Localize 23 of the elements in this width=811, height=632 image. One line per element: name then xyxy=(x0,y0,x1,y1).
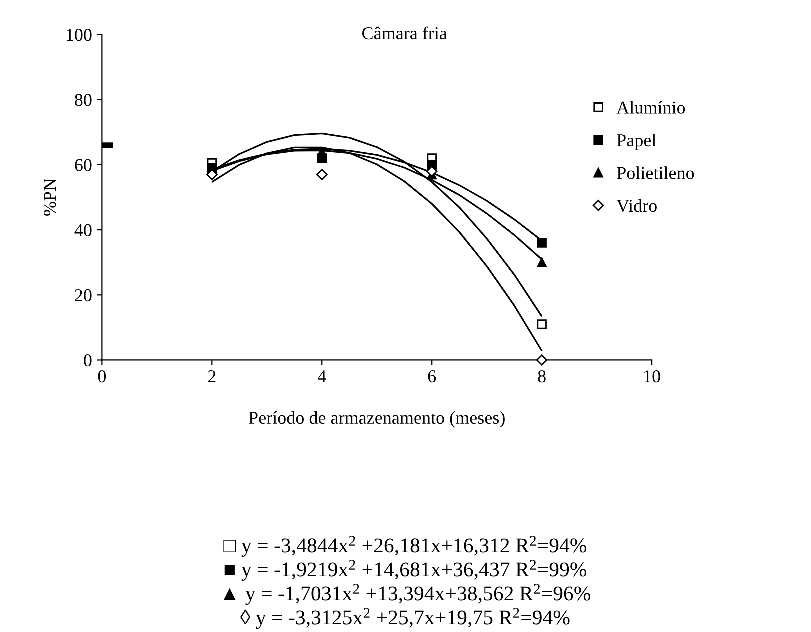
x-axis-title: Período de armazenamento (meses) xyxy=(249,411,505,428)
x-tick-label: 10 xyxy=(644,370,660,383)
y-tick-label: 100 xyxy=(66,29,92,42)
legend-label: Papel xyxy=(617,134,656,150)
text: ◊ y = -3,3125x$^{2}$ +25,7x+19,75 R$^{2}$=94% xyxy=(240,608,570,630)
y-tick-label: 80 xyxy=(75,94,92,106)
x-tick-label: 4 xyxy=(318,370,326,382)
text: ▲ y = -1,7031x$^{2}$ +13,394x+38,562 R$^{2}$=96% xyxy=(224,584,591,606)
y-tick-label: 40 xyxy=(74,224,92,236)
x-tick-label: 0 xyxy=(98,370,106,383)
text: □ y = -3,4844x$^{2}$ +26,181x+16,312 R$^{2}$=94% xyxy=(224,536,587,558)
text: ■ y = -1,9219x$^{2}$ +14,681x+36,437 R$^{2}$=99% xyxy=(224,560,587,582)
x-tick-label: 6 xyxy=(428,370,436,383)
x-tick-label: 2 xyxy=(208,370,216,382)
legend-label: Vidro xyxy=(616,199,657,212)
y-tick-label: 20 xyxy=(75,289,92,302)
chart-title: Câmara fria xyxy=(362,26,448,40)
legend-label: Alumínio xyxy=(616,101,686,114)
y-tick-label: 0 xyxy=(84,354,92,367)
x-tick-label: 8 xyxy=(538,370,546,383)
legend-label: Polietileno xyxy=(617,166,694,180)
y-axis-title: %PN xyxy=(44,178,56,216)
y-tick-label: 60 xyxy=(75,159,92,172)
